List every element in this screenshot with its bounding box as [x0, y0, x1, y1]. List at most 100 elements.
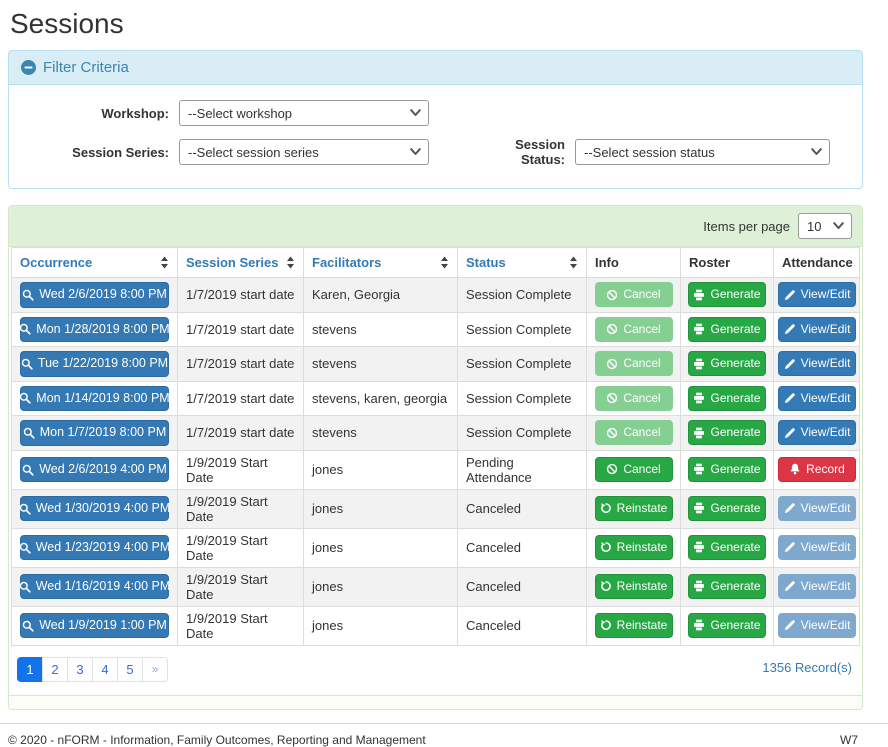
- view-edit-attendance-button[interactable]: View/Edit: [778, 535, 856, 560]
- view-edit-attendance-button[interactable]: View/Edit: [778, 351, 856, 377]
- session-status-select[interactable]: --Select session status: [575, 139, 830, 165]
- page-button-4[interactable]: 4: [92, 656, 118, 682]
- undo-icon: [600, 502, 612, 514]
- page-button-3[interactable]: 3: [67, 656, 93, 682]
- occurrence-cell: Wed 1/16/2019 4:00 PM: [11, 566, 178, 607]
- page-footer: © 2020 - nFORM - Information, Family Out…: [0, 724, 888, 747]
- column-header-occurrence[interactable]: Occurrence: [11, 247, 178, 278]
- facilitators-cell: jones: [303, 566, 458, 607]
- reinstate-info-button-label: Reinstate: [616, 618, 668, 633]
- column-header-status[interactable]: Status: [457, 247, 587, 278]
- filter-criteria-heading[interactable]: Filter Criteria: [9, 51, 862, 85]
- info-cell: Cancel: [586, 415, 681, 451]
- roster-cell: Generate: [680, 380, 774, 416]
- occurrence-button[interactable]: Wed 2/6/2019 8:00 PM: [20, 282, 169, 308]
- cancel-info-button[interactable]: Cancel: [594, 351, 673, 377]
- panel-footer-strip: [9, 694, 862, 709]
- occurrence-button[interactable]: Wed 1/23/2019 4:00 PM: [19, 534, 170, 561]
- session-series-select[interactable]: --Select session series: [179, 139, 429, 165]
- session-series-cell: 1/9/2019 Start Date: [177, 488, 304, 529]
- reinstate-info-button[interactable]: Reinstate: [594, 496, 673, 521]
- view-edit-attendance-button[interactable]: View/Edit: [778, 574, 856, 599]
- printer-icon: [693, 502, 705, 514]
- occurrence-button[interactable]: Tue 1/22/2019 8:00 PM: [20, 351, 169, 377]
- version-text: W7: [840, 732, 858, 747]
- generate-roster-button[interactable]: Generate: [688, 282, 766, 308]
- table-row: Mon 1/7/2019 8:00 PM 1/7/2019 start date s…: [11, 415, 860, 451]
- attendance-cell: View/Edit: [773, 380, 860, 416]
- column-header-roster: Roster: [680, 247, 774, 278]
- roster-cell: Generate: [680, 449, 774, 490]
- search-icon: [19, 392, 31, 404]
- table-row: Wed 1/23/2019 4:00 PM 1/9/2019 Start Date…: [11, 527, 860, 568]
- occurrence-button[interactable]: Wed 2/6/2019 4:00 PM: [20, 456, 169, 483]
- occurrence-button[interactable]: Mon 1/28/2019 8:00 PM: [20, 316, 170, 342]
- generate-roster-button[interactable]: Generate: [688, 385, 766, 411]
- occurrence-button[interactable]: Mon 1/14/2019 8:00 PM: [19, 385, 170, 411]
- generate-roster-button[interactable]: Generate: [688, 613, 766, 638]
- printer-icon: [693, 619, 705, 631]
- pencil-icon: [784, 289, 796, 301]
- generate-roster-button[interactable]: Generate: [688, 420, 766, 446]
- view-edit-attendance-button[interactable]: View/Edit: [778, 420, 856, 446]
- reinstate-info-button[interactable]: Reinstate: [594, 574, 673, 599]
- sort-icon: [160, 256, 169, 269]
- view-edit-attendance-button[interactable]: View/Edit: [778, 613, 856, 638]
- roster-cell: Generate: [680, 415, 774, 451]
- occurrence-cell: Wed 1/9/2019 1:00 PM: [11, 605, 178, 646]
- printer-icon: [693, 323, 705, 335]
- table-row: Wed 1/9/2019 1:00 PM 1/9/2019 Start Date j…: [11, 605, 860, 646]
- view-edit-attendance-button[interactable]: View/Edit: [778, 316, 856, 342]
- undo-icon: [600, 619, 612, 631]
- sort-icon: [569, 256, 578, 269]
- generate-roster-button[interactable]: Generate: [688, 496, 766, 521]
- session-series-cell: 1/7/2019 start date: [177, 346, 304, 382]
- cancel-info-button[interactable]: Cancel: [594, 457, 673, 482]
- cancel-info-button[interactable]: Cancel: [594, 282, 673, 308]
- view-edit-attendance-button[interactable]: View/Edit: [778, 385, 856, 411]
- table-footer: 1 2 3 4 5» 1356 Record(s): [9, 646, 862, 695]
- cancel-info-button[interactable]: Cancel: [594, 316, 673, 342]
- pencil-icon: [784, 358, 796, 370]
- column-label: Attendance: [782, 255, 853, 270]
- view-edit-attendance-button[interactable]: View/Edit: [778, 496, 856, 521]
- status-cell: Session Complete: [457, 346, 587, 382]
- session-series-cell: 1/9/2019 Start Date: [177, 605, 304, 646]
- occurrence-button[interactable]: Wed 1/9/2019 1:00 PM: [20, 612, 169, 639]
- items-per-page-select[interactable]: 10: [798, 213, 852, 239]
- facilitators-cell: stevens, karen, georgia: [303, 380, 458, 416]
- reinstate-info-button[interactable]: Reinstate: [594, 535, 673, 560]
- reinstate-info-button[interactable]: Reinstate: [594, 613, 673, 638]
- generate-roster-button[interactable]: Generate: [688, 574, 766, 599]
- generate-roster-button-label: Generate: [710, 540, 761, 555]
- column-header-session-series[interactable]: Session Series: [177, 247, 304, 278]
- occurrence-button[interactable]: Wed 1/30/2019 4:00 PM: [19, 495, 170, 522]
- generate-roster-button[interactable]: Generate: [688, 535, 766, 560]
- occurrence-button[interactable]: Wed 1/16/2019 4:00 PM: [19, 573, 170, 600]
- occurrence-button[interactable]: Mon 1/7/2019 8:00 PM: [20, 420, 169, 446]
- cancel-info-button-label: Cancel: [623, 356, 661, 371]
- next-pages-button[interactable]: »: [142, 656, 168, 682]
- record-attendance-button[interactable]: Record: [778, 457, 856, 482]
- cancel-info-button[interactable]: Cancel: [594, 385, 673, 411]
- generate-roster-button[interactable]: Generate: [688, 457, 766, 482]
- occurrence-cell: Wed 1/23/2019 4:00 PM: [11, 527, 178, 568]
- cancel-info-button-label: Cancel: [623, 462, 661, 477]
- column-header-facilitators[interactable]: Facilitators: [303, 247, 458, 278]
- page-button-2[interactable]: 2: [42, 656, 68, 682]
- view-edit-attendance-button-label: View/Edit: [800, 356, 851, 371]
- column-label: Status: [466, 255, 506, 270]
- pencil-icon: [784, 541, 796, 553]
- occurrence-cell: Mon 1/28/2019 8:00 PM: [11, 311, 178, 347]
- page-button-5[interactable]: 5: [117, 656, 143, 682]
- generate-roster-button-label: Generate: [710, 425, 761, 440]
- page-button-1[interactable]: 1: [17, 656, 43, 682]
- cancel-info-button[interactable]: Cancel: [594, 420, 673, 446]
- attendance-cell: View/Edit: [773, 415, 860, 451]
- generate-roster-button[interactable]: Generate: [688, 351, 766, 377]
- session-series-cell: 1/7/2019 start date: [177, 380, 304, 416]
- sort-icon: [286, 256, 295, 269]
- workshop-select[interactable]: --Select workshop: [179, 100, 429, 126]
- view-edit-attendance-button[interactable]: View/Edit: [778, 282, 856, 308]
- generate-roster-button[interactable]: Generate: [688, 316, 766, 342]
